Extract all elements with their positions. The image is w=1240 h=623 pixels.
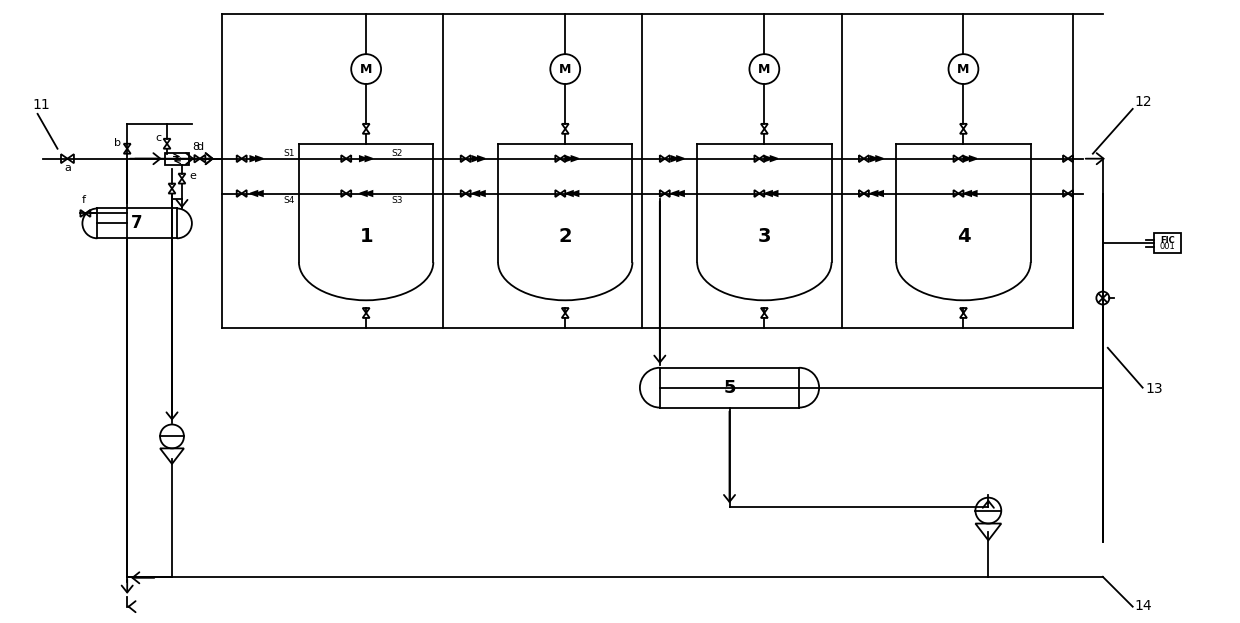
Polygon shape — [572, 156, 579, 161]
Polygon shape — [672, 156, 678, 161]
Text: 13: 13 — [1146, 382, 1163, 396]
Bar — [1153, 234, 1182, 254]
Polygon shape — [970, 191, 977, 196]
Text: 2: 2 — [558, 227, 572, 246]
Text: 1: 1 — [360, 227, 373, 246]
Text: 14: 14 — [1135, 599, 1152, 612]
Polygon shape — [770, 191, 777, 196]
Text: 8: 8 — [192, 141, 200, 152]
Text: a: a — [64, 163, 71, 173]
Polygon shape — [770, 156, 777, 161]
Polygon shape — [250, 191, 258, 196]
Polygon shape — [360, 156, 367, 161]
Text: c: c — [155, 133, 161, 143]
Text: M: M — [758, 62, 770, 75]
Polygon shape — [672, 191, 678, 196]
Text: 11: 11 — [32, 98, 51, 112]
Text: 3: 3 — [758, 227, 771, 246]
Polygon shape — [360, 191, 367, 196]
Polygon shape — [677, 191, 684, 196]
Polygon shape — [255, 156, 263, 161]
Polygon shape — [477, 191, 485, 196]
Polygon shape — [477, 156, 485, 161]
Text: 12: 12 — [1135, 95, 1152, 109]
Polygon shape — [366, 191, 372, 196]
Polygon shape — [870, 156, 878, 161]
Polygon shape — [970, 156, 977, 161]
Text: S1: S1 — [284, 149, 295, 158]
Text: M: M — [559, 62, 572, 75]
Polygon shape — [366, 156, 372, 161]
Text: 5: 5 — [723, 379, 735, 397]
Text: f: f — [82, 196, 86, 206]
Bar — [165, 153, 190, 164]
Text: S4: S4 — [284, 196, 295, 206]
Text: d: d — [196, 141, 203, 152]
Text: b: b — [114, 138, 122, 148]
Polygon shape — [677, 156, 684, 161]
Text: FIC: FIC — [1161, 236, 1176, 245]
Polygon shape — [765, 156, 773, 161]
Text: S2: S2 — [391, 149, 403, 158]
Polygon shape — [765, 191, 773, 196]
Polygon shape — [877, 191, 883, 196]
Text: M: M — [957, 62, 970, 75]
Text: M: M — [360, 62, 372, 75]
Polygon shape — [250, 156, 258, 161]
Polygon shape — [870, 191, 878, 196]
Polygon shape — [965, 156, 971, 161]
Polygon shape — [565, 191, 573, 196]
Polygon shape — [965, 191, 971, 196]
Polygon shape — [472, 191, 480, 196]
Polygon shape — [877, 156, 883, 161]
Text: S3: S3 — [391, 196, 403, 206]
Polygon shape — [472, 156, 480, 161]
Polygon shape — [572, 191, 579, 196]
Text: 7: 7 — [131, 214, 143, 232]
Text: e: e — [188, 171, 196, 181]
Text: 001: 001 — [1159, 242, 1176, 251]
Polygon shape — [565, 156, 573, 161]
Polygon shape — [255, 191, 263, 196]
Text: 4: 4 — [956, 227, 970, 246]
